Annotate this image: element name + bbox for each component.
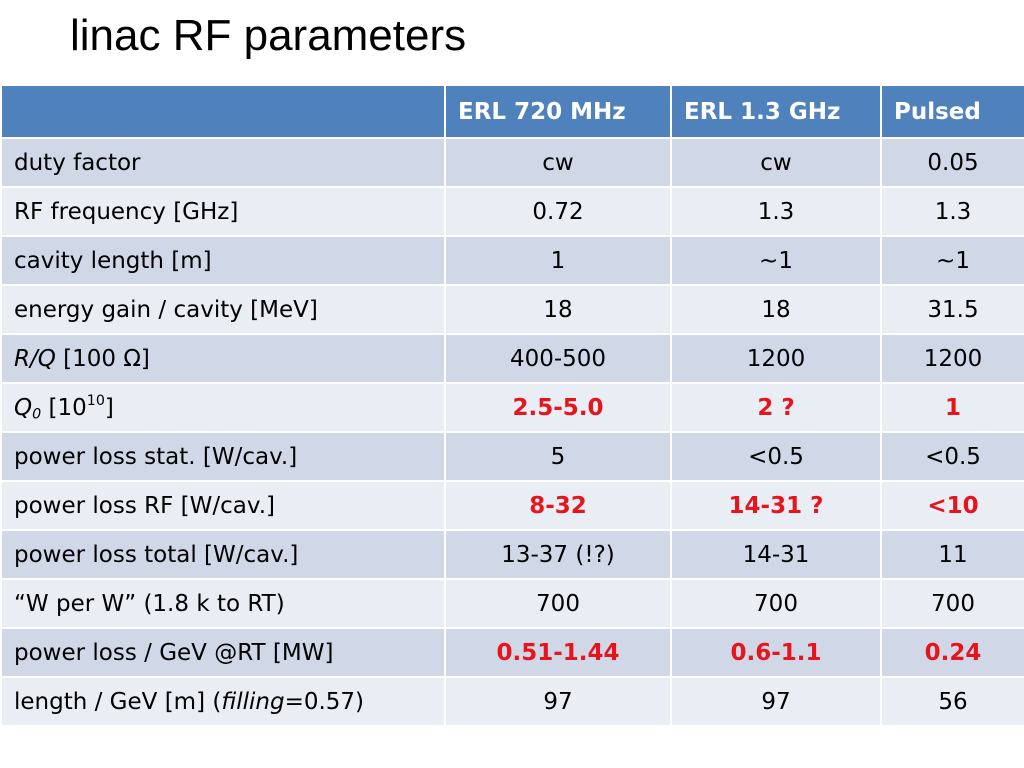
cell-value: <0.5 (880, 431, 1024, 482)
cell-value: 400-500 (444, 333, 672, 384)
label-subscript: 0 (32, 406, 42, 423)
table-row: duty factor cw cw 0.05 (0, 137, 1024, 188)
cell-value: ~1 (880, 235, 1024, 286)
row-label: R/Q [100 Ω] (0, 333, 446, 384)
row-label: cavity length [m] (0, 235, 446, 286)
label-italic: R/Q (14, 345, 56, 372)
table-row: power loss RF [W/cav.] 8-32 14-31 ? <10 (0, 480, 1024, 531)
cell-value: 13-37 (!?) (444, 529, 672, 580)
cell-value: 97 (670, 676, 882, 727)
label-mid: [10 (41, 394, 87, 421)
cell-value: 18 (670, 284, 882, 335)
table-row: power loss stat. [W/cav.] 5 <0.5 <0.5 (0, 431, 1024, 482)
table-row: power loss / GeV @RT [MW] 0.51-1.44 0.6-… (0, 627, 1024, 678)
cell-value: 31.5 (880, 284, 1024, 335)
cell-value: 18 (444, 284, 672, 335)
cell-value: ~1 (670, 235, 882, 286)
table-header-row: ERL 720 MHz ERL 1.3 GHz Pulsed (0, 84, 1024, 139)
row-label: duty factor (0, 137, 446, 188)
cell-value-highlight: 14-31 ? (670, 480, 882, 531)
label-rest: [100 Ω] (55, 345, 150, 372)
cell-value: <0.5 (670, 431, 882, 482)
cell-value-highlight: 8-32 (444, 480, 672, 531)
row-label: power loss / GeV @RT [MW] (0, 627, 446, 678)
cell-value-highlight: 2.5-5.0 (444, 382, 672, 433)
cell-value-highlight: 2 ? (670, 382, 882, 433)
cell-value: 5 (444, 431, 672, 482)
cell-value: 97 (444, 676, 672, 727)
header-cell-empty (0, 84, 446, 139)
cell-value: 700 (880, 578, 1024, 629)
row-label: energy gain / cavity [MeV] (0, 284, 446, 335)
row-label: “W per W” (1.8 k to RT) (0, 578, 446, 629)
cell-value-highlight: <10 (880, 480, 1024, 531)
cell-value: 700 (444, 578, 672, 629)
table-row: energy gain / cavity [MeV] 18 18 31.5 (0, 284, 1024, 335)
row-label: RF frequency [GHz] (0, 186, 446, 237)
rf-parameters-table: ERL 720 MHz ERL 1.3 GHz Pulsed duty fact… (0, 84, 1024, 727)
header-cell-erl-720: ERL 720 MHz (444, 84, 672, 139)
cell-value-highlight: 0.51-1.44 (444, 627, 672, 678)
cell-value: cw (670, 137, 882, 188)
cell-value: 1200 (880, 333, 1024, 384)
table-row: R/Q [100 Ω] 400-500 1200 1200 (0, 333, 1024, 384)
table-row: RF frequency [GHz] 0.72 1.3 1.3 (0, 186, 1024, 237)
header-cell-pulsed: Pulsed (880, 84, 1024, 139)
row-label: Q0 [1010] (0, 382, 446, 433)
row-label: power loss total [W/cav.] (0, 529, 446, 580)
cell-value: 1 (444, 235, 672, 286)
cell-value: 14-31 (670, 529, 882, 580)
table-row: “W per W” (1.8 k to RT) 700 700 700 (0, 578, 1024, 629)
cell-value: 1.3 (880, 186, 1024, 237)
table-row: Q0 [1010] 2.5-5.0 2 ? 1 (0, 382, 1024, 433)
row-label: power loss stat. [W/cav.] (0, 431, 446, 482)
label-italic: Q (14, 394, 33, 421)
row-label: power loss RF [W/cav.] (0, 480, 446, 531)
cell-value: 0.05 (880, 137, 1024, 188)
cell-value: cw (444, 137, 672, 188)
table-row: power loss total [W/cav.] 13-37 (!?) 14-… (0, 529, 1024, 580)
table-row: length / GeV [m] (filling=0.57) 97 97 56 (0, 676, 1024, 727)
table-row: cavity length [m] 1 ~1 ~1 (0, 235, 1024, 286)
slide-title: linac RF parameters (70, 11, 467, 60)
cell-value: 11 (880, 529, 1024, 580)
label-superscript: 10 (86, 392, 105, 409)
cell-value: 1200 (670, 333, 882, 384)
label-italic: filling (221, 688, 285, 715)
header-cell-erl-1-3: ERL 1.3 GHz (670, 84, 882, 139)
row-label: length / GeV [m] (filling=0.57) (0, 676, 446, 727)
label-post: =0.57) (284, 688, 365, 715)
cell-value-highlight: 0.6-1.1 (670, 627, 882, 678)
cell-value: 56 (880, 676, 1024, 727)
cell-value-highlight: 1 (880, 382, 1024, 433)
cell-value: 1.3 (670, 186, 882, 237)
cell-value-highlight: 0.24 (880, 627, 1024, 678)
label-end: ] (104, 394, 114, 421)
cell-value: 0.72 (444, 186, 672, 237)
label-pre: length / GeV [m] ( (14, 688, 222, 715)
cell-value: 700 (670, 578, 882, 629)
